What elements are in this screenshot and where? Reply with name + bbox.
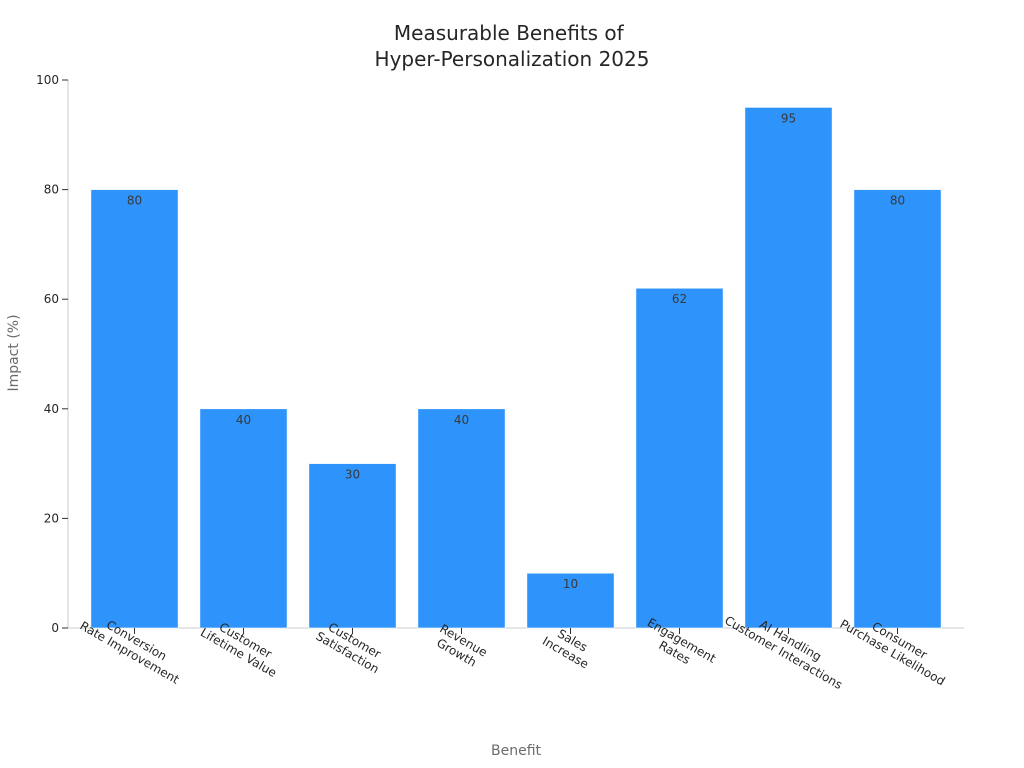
chart-title-line-1: Measurable Benefits of (394, 21, 625, 45)
bar (308, 463, 397, 629)
x-tick-label: RevenueGrowth (430, 621, 489, 671)
x-axis-label: Benefit (491, 743, 542, 759)
bar (199, 408, 288, 629)
y-tick-label: 60 (44, 292, 59, 306)
y-tick-label: 100 (36, 73, 59, 87)
bar-value-label: 40 (236, 413, 251, 427)
y-tick-label: 20 (44, 511, 59, 525)
value-labels-group: 80 40 30 40 10 62 95 80 (127, 111, 905, 591)
bar-value-label: 80 (127, 194, 142, 208)
bar (853, 189, 942, 629)
bar (744, 107, 833, 629)
bar (417, 408, 506, 629)
x-tick-label: SalesIncrease (540, 622, 598, 672)
chart-title-line-2: Hyper-Personalization 2025 (375, 47, 650, 71)
bar-value-label: 80 (890, 194, 905, 208)
bar-value-label: 10 (563, 577, 578, 591)
y-tick-label: 80 (44, 183, 59, 197)
bar (635, 287, 724, 629)
bar-value-label: 62 (672, 292, 687, 306)
bar-value-label: 40 (454, 413, 469, 427)
bar-value-label: 30 (345, 468, 360, 482)
y-axis-label: Impact (%) (6, 314, 22, 391)
y-tick-label: 40 (44, 402, 59, 416)
chart-title: Measurable Benefits of Hyper-Personaliza… (375, 21, 650, 71)
y-axis: 0 20 40 60 80 100 (36, 73, 69, 635)
bar-value-label: 95 (781, 111, 796, 125)
bars-group (90, 107, 942, 629)
bar (90, 189, 179, 629)
y-tick-label: 0 (51, 621, 59, 635)
bar (526, 572, 615, 629)
